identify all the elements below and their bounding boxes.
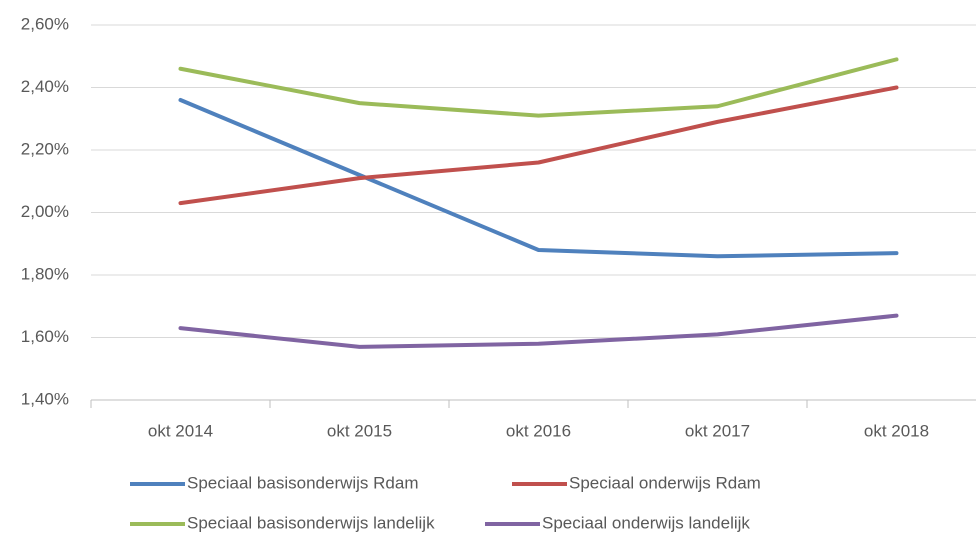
y-tick-label: 2,40% xyxy=(21,77,69,96)
legend-label: Speciaal onderwijs landelijk xyxy=(542,513,750,532)
legend-label: Speciaal onderwijs Rdam xyxy=(569,473,761,492)
series-line xyxy=(178,57,899,118)
series-line xyxy=(178,313,899,349)
x-tick-label: okt 2014 xyxy=(148,421,213,440)
x-tick-label: okt 2016 xyxy=(506,421,571,440)
x-tick-label: okt 2018 xyxy=(864,421,929,440)
series-line xyxy=(178,85,899,206)
series-line xyxy=(178,98,899,259)
x-tick-label: okt 2017 xyxy=(685,421,750,440)
y-tick-label: 2,00% xyxy=(21,202,69,221)
x-tick-label: okt 2015 xyxy=(327,421,392,440)
y-tick-label: 2,20% xyxy=(21,139,69,158)
y-tick-label: 1,40% xyxy=(21,389,69,408)
y-tick-label: 2,60% xyxy=(21,14,69,33)
legend-label: Speciaal basisonderwijs landelijk xyxy=(187,513,435,532)
y-tick-label: 1,60% xyxy=(21,327,69,346)
legend-label: Speciaal basisonderwijs Rdam xyxy=(187,473,419,492)
y-tick-label: 1,80% xyxy=(21,264,69,283)
